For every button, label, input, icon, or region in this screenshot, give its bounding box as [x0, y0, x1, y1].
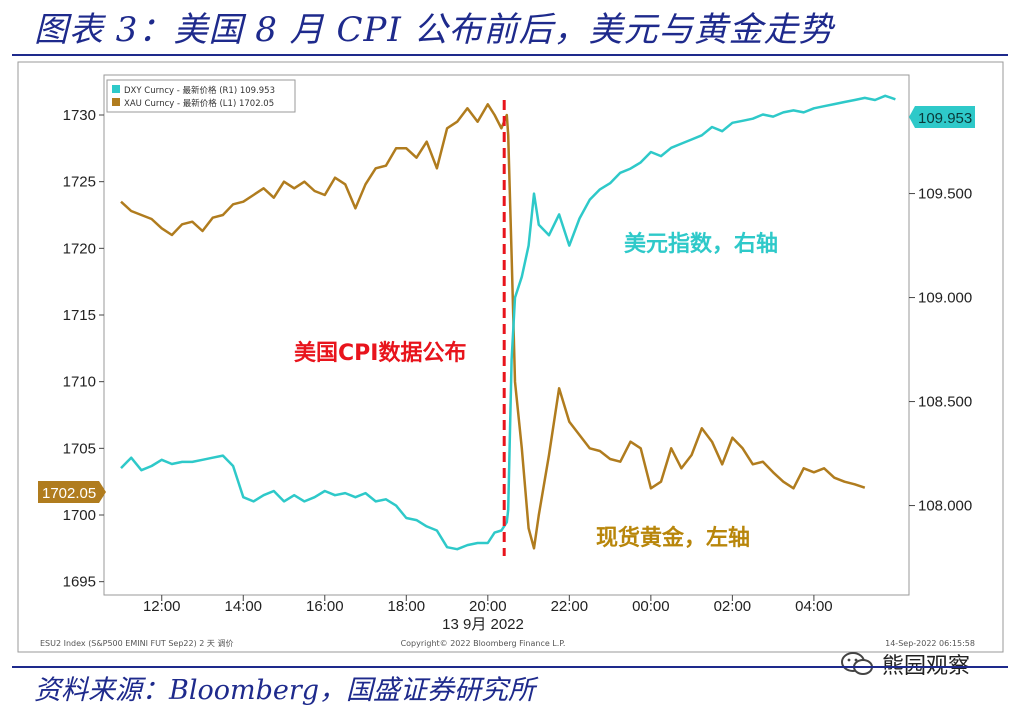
legend: DXY Curncy - 最新价格 (R1) 109.953 XAU Curnc… — [106, 79, 296, 113]
x-tick-label: 22:00 — [551, 598, 589, 615]
plot-area — [103, 74, 910, 596]
left-tick-label: 1700 — [63, 507, 96, 524]
last-value-tag-right-bg — [909, 106, 975, 128]
source-note: 资料来源：Bloomberg，国盛证券研究所 — [34, 675, 536, 706]
left-tick-label: 1695 — [63, 574, 96, 591]
series-label-dxy: 美元指数，右轴 — [624, 231, 778, 257]
series-label-xau: 现货黄金，左轴 — [596, 525, 750, 551]
left-tick-label: 1710 — [63, 374, 96, 391]
right-tick-label: 108.500 — [918, 394, 972, 411]
left-tick-label: 1720 — [63, 240, 96, 257]
title-rule — [12, 54, 1008, 56]
footer-center: Copyright© 2022 Bloomberg Finance L.P. — [401, 639, 566, 648]
x-tick-label: 04:00 — [795, 598, 833, 615]
x-tick-label: 00:00 — [632, 598, 670, 615]
footer-left: ESU2 Index (S&P500 EMINI FUT Sep22) 2 天 … — [40, 639, 233, 648]
last-value-left: 1702.05 — [42, 485, 96, 502]
legend-swatch-xau — [112, 98, 120, 106]
left-tick-label: 1725 — [63, 174, 96, 191]
x-tick-label: 14:00 — [224, 598, 262, 615]
x-tick-label: 12:00 — [143, 598, 181, 615]
left-tick-label: 1705 — [63, 440, 96, 457]
x-axis: 12:00 14:00 16:00 18:00 20:00 22:00 00:00 02:00… — [143, 595, 833, 615]
watermark: 熊园观察 — [840, 648, 970, 680]
x-tick-label: 02:00 — [714, 598, 752, 615]
legend-entry-xau: XAU Curncy - 最新价格 (L1) 1702.05 — [124, 98, 274, 109]
right-tick-label: 108.000 — [918, 498, 972, 515]
legend-entry-dxy: DXY Curncy - 最新价格 (R1) 109.953 — [124, 85, 275, 96]
chart: 1730 1725 1720 1715 1710 1705 1700 1695 109.500… — [17, 61, 1004, 653]
source-rule — [12, 666, 1008, 668]
wechat-icon — [841, 652, 873, 675]
right-axis: 109.500 109.000 108.500 108.000 — [909, 186, 972, 515]
last-value-right: 109.953 — [918, 110, 972, 127]
legend-box — [106, 79, 296, 113]
x-date-label: 13 9月 2022 — [442, 616, 524, 633]
left-axis: 1730 1725 1720 1715 1710 1705 1700 1695 — [63, 107, 104, 591]
cpi-release-label: 美国CPI数据公布 — [294, 340, 466, 366]
figure-title: 图表 3：美国 8 月 CPI 公布前后，美元与黄金走势 — [34, 10, 834, 50]
legend-swatch-dxy — [112, 85, 120, 93]
series-line-xau — [120, 103, 866, 550]
watermark-text: 熊园观察 — [882, 654, 971, 679]
footer-right: 14-Sep-2022 06:15:58 — [885, 639, 975, 648]
right-tick-label: 109.500 — [918, 186, 972, 203]
last-value-tag-left: 1702.05 — [38, 481, 106, 503]
left-tick-label: 1730 — [63, 107, 96, 124]
left-tick-label: 1715 — [63, 307, 96, 324]
x-tick-label: 16:00 — [306, 598, 344, 615]
x-tick-label: 18:00 — [388, 598, 426, 615]
right-tick-label: 109.000 — [918, 290, 972, 307]
x-tick-label: 20:00 — [469, 598, 507, 615]
series-line-dxy — [120, 94, 896, 551]
last-value-tag-right: 109.953 — [909, 106, 975, 128]
last-value-tag-left-bg — [38, 481, 106, 503]
